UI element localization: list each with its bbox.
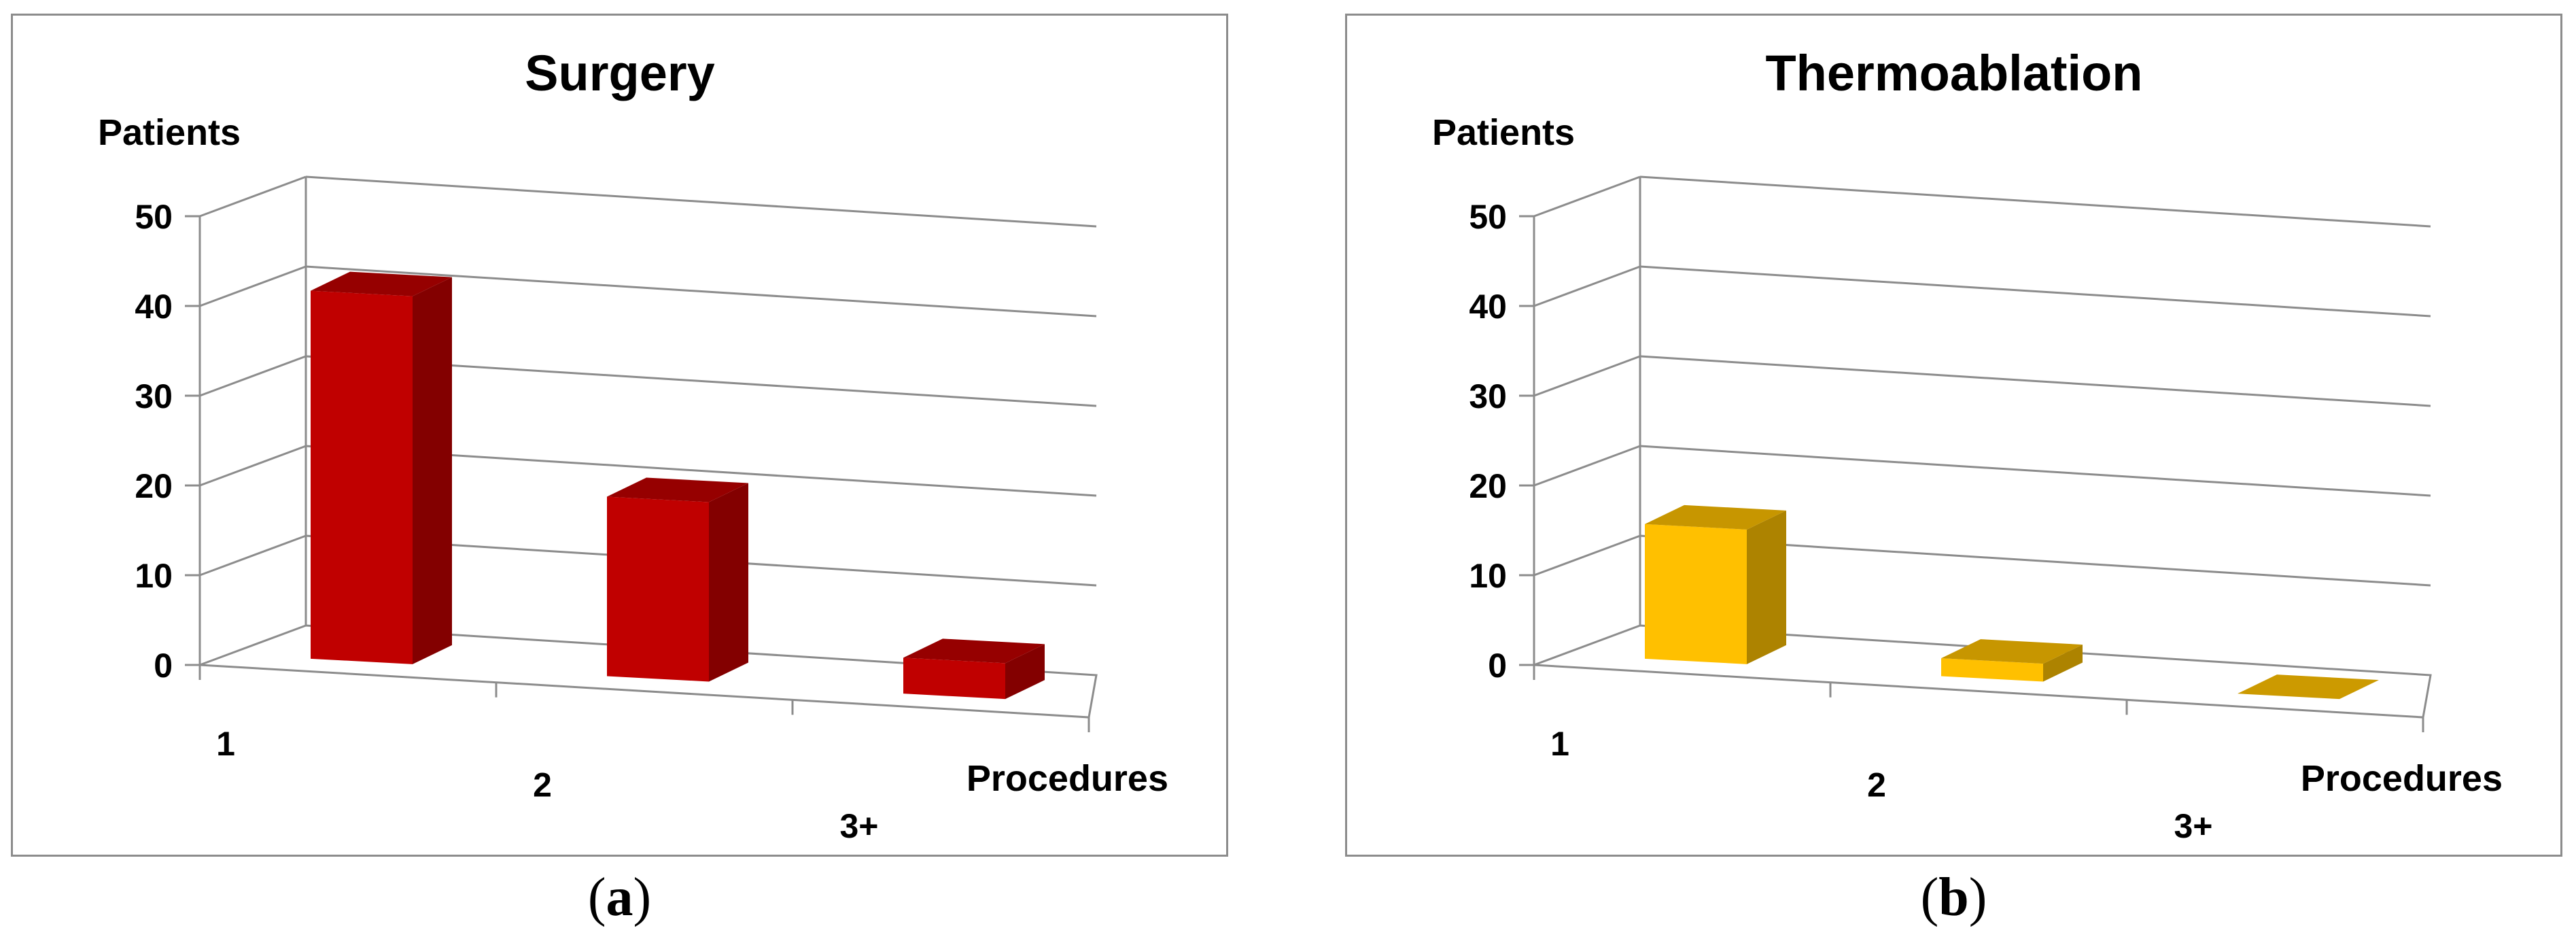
bar-front-face [311,290,413,664]
y-tick-label: 10 [1469,557,1507,595]
bar-top-face [311,271,452,296]
bar-3+ [903,638,1045,700]
x-category-label: 2 [1867,766,1886,804]
gridline-back [1639,265,2431,318]
y-tick-label: 20 [135,467,173,505]
gridline-side [1533,355,1641,397]
bar-top-face [2238,674,2379,700]
y-axis-label: Patients [98,112,241,153]
gridline-side [199,355,307,397]
x-axis-label: Procedures [2301,758,2503,799]
bar-1 [1645,504,1786,664]
x-category-label: 3+ [839,807,878,845]
bar-1 [311,271,452,664]
bar-3+ [2238,674,2379,700]
y-tick-label: 30 [1469,377,1507,415]
gridline-side [1533,534,1641,577]
bar-side-face [413,277,452,664]
x-category-label: 2 [533,766,552,804]
gridline-back [305,175,1097,228]
gridline-side [199,265,307,307]
bar-top-face [607,477,748,502]
x-category-label: 1 [1550,725,1569,763]
bar-2 [1941,639,2083,682]
bar-front-face [903,657,1005,700]
bar-side-face [709,483,748,682]
gridline-side [199,175,307,218]
y-tick-label: 40 [135,288,173,326]
gridline-back [305,265,1097,318]
y-tick-label: 40 [1469,288,1507,326]
chart-title: Surgery [525,45,715,101]
chart-panel-thermoablation: 0 10 20 30 40 50 1 2 3+ Thermoablation Patients Pro… [1345,14,2562,857]
sub-caption-b: (b) [1920,868,1987,927]
bar-front-face [607,496,709,682]
chart-thermoablation: 0 10 20 30 40 50 1 2 3+ Thermoablation Patients Pro… [1432,45,2503,845]
chart-surgery: 0 10 20 30 40 50 1 2 3+ Surgery Patients Procedures [98,45,1168,845]
y-tick-label: 50 [1469,198,1507,236]
bar-side-face [1005,644,1045,700]
y-tick-label: 0 [1488,647,1507,685]
y-tick-label: 10 [135,557,173,595]
bar-front-face [1941,658,2043,682]
bar-top-face [1645,504,1786,530]
gridline-back [1639,355,2431,407]
gridline-back [1639,175,2431,228]
y-tick-label: 0 [154,647,173,685]
gridline-side [199,445,307,487]
bar-top-face [1941,639,2083,664]
sub-caption-a: (a) [587,868,652,927]
x-category-label: 3+ [2174,807,2212,845]
x-axis-label: Procedures [967,758,1168,799]
chart-panel-surgery: 0 10 20 30 40 50 1 2 3+ Surgery Patients Procedures [11,14,1228,857]
x-category-label: 1 [216,725,235,763]
gridline-side [1533,445,1641,487]
y-tick-label: 50 [135,198,173,236]
gridline-side [1533,265,1641,307]
y-tick-label: 30 [135,377,173,415]
gridline-side [199,534,307,577]
bar-side-face [2043,645,2083,682]
bar-top-face [903,638,1045,664]
gridline-side [1533,175,1641,218]
y-axis-label: Patients [1432,112,1575,153]
chart-title: Thermoablation [1765,45,2142,101]
y-tick-label: 20 [1469,467,1507,505]
bar-front-face [1645,524,1747,664]
bar-side-face [1747,510,1786,664]
bar-2 [607,477,748,682]
gridline-back [1639,445,2431,497]
